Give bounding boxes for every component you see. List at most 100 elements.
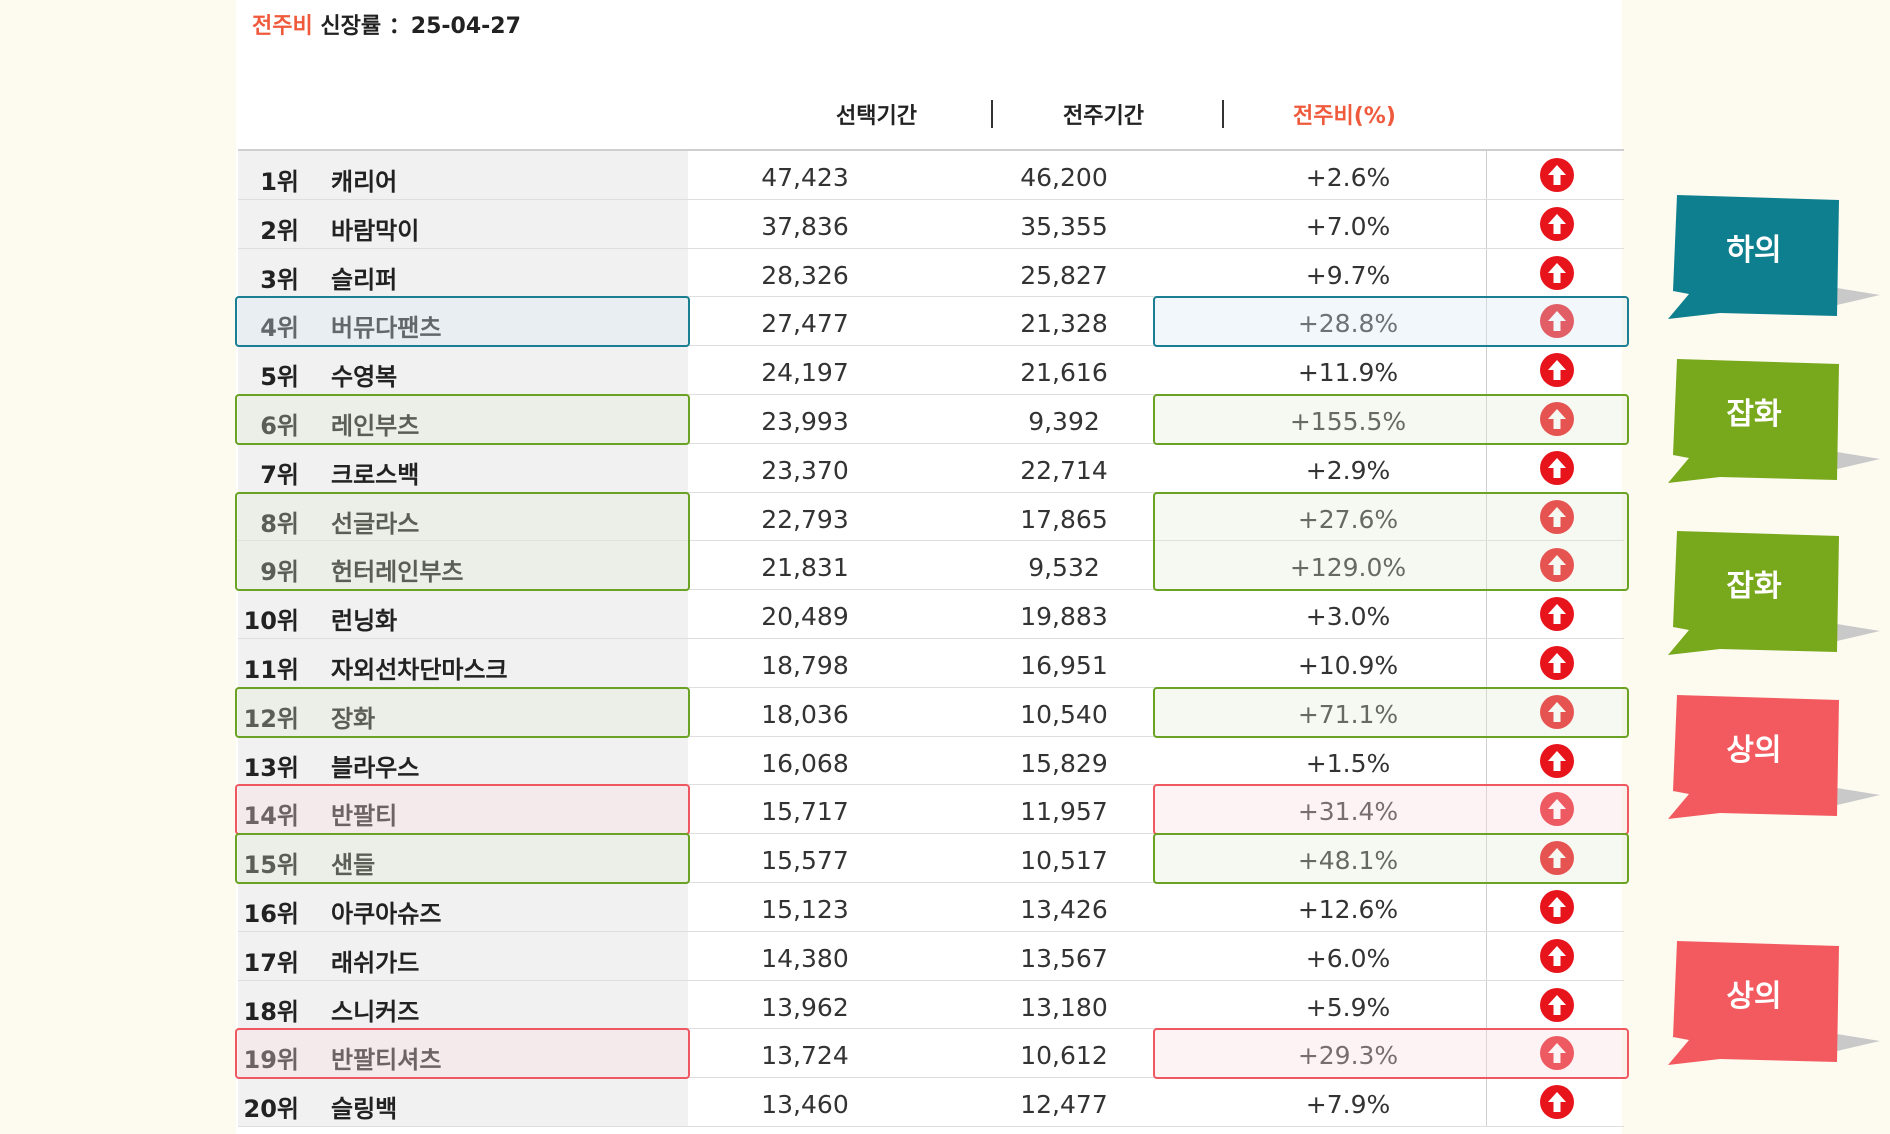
selected-period-value: 13,724 [761,1041,849,1071]
selected-period-value: 24,197 [761,358,849,388]
table-row: 11위 자외선차단마스크 18,798 16,951 +10.9% [238,639,1624,688]
ratio-value: +28.8% [1297,309,1399,339]
item-cell-bg [238,980,688,1029]
table-row: 9위 헌터레인부츠 21,831 9,532 +129.0% [238,541,1624,591]
selected-period-value: 15,577 [761,846,849,876]
keyword-label: 아쿠아슈즈 [331,900,442,928]
callout-shape [1668,941,1880,1065]
up-arrow-circle-icon [1540,841,1574,876]
column-header-ratio: 전주비(%) [1293,104,1396,129]
selected-period-value: 15,123 [761,895,849,924]
previous-period-value: 46,200 [1020,163,1108,192]
previous-period-value: 17,865 [1020,504,1108,534]
up-arrow-circle-icon [1540,158,1574,192]
keyword-label: 반팔티 [331,802,398,831]
table-row: 8위 선글라스 22,793 17,865 +27.6% [238,492,1624,542]
icon-cell-divider [1486,736,1487,785]
icon-cell-divider [1486,980,1487,1029]
tops-highlight-box [235,784,690,836]
callout-label: 상의 [1726,733,1782,768]
keyword-label: 헌터레인부츠 [331,558,464,587]
goods-highlight-box [1153,491,1629,592]
rank-label: 9위 [260,558,299,587]
item-cell-bg [238,639,688,687]
previous-period-value: 25,827 [1020,260,1108,290]
rank-label: 6위 [260,412,299,440]
rank-label: 5위 [260,363,299,392]
rank-label: 2위 [260,216,299,245]
ratio-value: +71.1% [1297,699,1399,729]
category-callout: 하의 [1665,193,1880,319]
keyword-label: 버뮤다팬츠 [331,314,442,343]
icon-cell-divider [1486,443,1487,492]
up-arrow-circle-icon [1540,304,1574,339]
callout-shape [1668,195,1880,319]
previous-period-value: 9,532 [1028,553,1100,583]
previous-period-value: 13,180 [1020,992,1108,1022]
goods-highlight-box [235,394,690,445]
up-arrow-circle-icon [1540,890,1574,924]
ratio-value: +31.4% [1297,797,1399,827]
callout-label: 상의 [1726,979,1782,1014]
previous-period-value: 10,612 [1020,1041,1108,1071]
table-row: 14위 반팔티 15,717 11,957 +31.4% [238,785,1624,835]
keyword-label: 선글라스 [331,509,420,538]
rank-label: 3위 [260,265,299,294]
icon-cell-divider [1486,395,1487,443]
category-callout: 잡화 [1665,529,1880,655]
previous-period-value: 16,951 [1020,651,1108,680]
previous-period-value: 21,616 [1020,358,1108,388]
rank-label: 17위 [243,948,299,977]
ratio-value: +7.9% [1305,1090,1391,1120]
table-row: 15위 샌들 15,577 10,517 +48.1% [238,834,1624,883]
up-arrow-circle-icon [1540,1085,1574,1120]
selected-period-value: 18,798 [761,651,849,680]
keyword-label: 반팔티셔츠 [331,1046,442,1075]
icon-cell-divider [1486,590,1487,638]
callout-label: 잡화 [1726,569,1782,604]
ratio-value: +6.0% [1305,943,1391,973]
ratio-value: +155.5% [1289,407,1407,436]
keyword-label: 크로스백 [331,460,420,489]
table-row: 13위 블라우스 16,068 15,829 +1.5% [238,736,1624,786]
item-cell-bg [238,443,688,492]
ratio-value: +48.1% [1297,846,1399,876]
ratio-value: +7.0% [1305,211,1391,241]
ratio-value: +2.9% [1305,455,1391,485]
up-arrow-circle-icon [1540,206,1574,241]
title-accent: 전주비 [252,14,313,39]
previous-period-value: 11,957 [1020,797,1108,827]
item-cell-bg [238,883,688,931]
up-arrow-circle-icon [1540,792,1574,827]
icon-cell-divider [1486,248,1487,297]
page-title: 전주비 신장률 ：25-04-27 [252,8,521,40]
ratio-value: +129.0% [1289,553,1407,583]
up-arrow-circle-icon [1540,402,1574,436]
icon-cell-divider [1486,1029,1487,1078]
rank-label: 13위 [243,753,299,782]
icon-cell-divider [1486,492,1487,541]
rank-label: 8위 [260,509,299,538]
category-callout: 상의 [1665,939,1880,1065]
selected-period-value: 23,993 [761,407,849,436]
icon-cell-divider [1486,834,1487,882]
previous-period-value: 10,540 [1020,699,1108,729]
callout-label: 하의 [1726,233,1782,268]
selected-period-value: 13,962 [761,992,849,1022]
callout-shape [1668,695,1880,819]
icon-cell-divider [1486,687,1487,736]
item-cell-bg [238,346,688,394]
table-top-border [238,149,1624,151]
table-row: 1위 캐리어 47,423 46,200 +2.6% [238,151,1624,200]
item-cell-bg [238,834,688,882]
item-cell-bg [238,248,688,297]
rank-label: 18위 [243,997,299,1026]
item-cell-bg [238,590,688,638]
column-separator [1222,100,1224,128]
icon-cell-divider [1486,883,1487,931]
bottoms-highlight-box [235,296,690,348]
selected-period-value: 47,423 [761,163,849,192]
goods-highlight-box [235,686,690,738]
keyword-label: 바람막이 [331,216,420,245]
icon-cell-divider [1486,639,1487,687]
